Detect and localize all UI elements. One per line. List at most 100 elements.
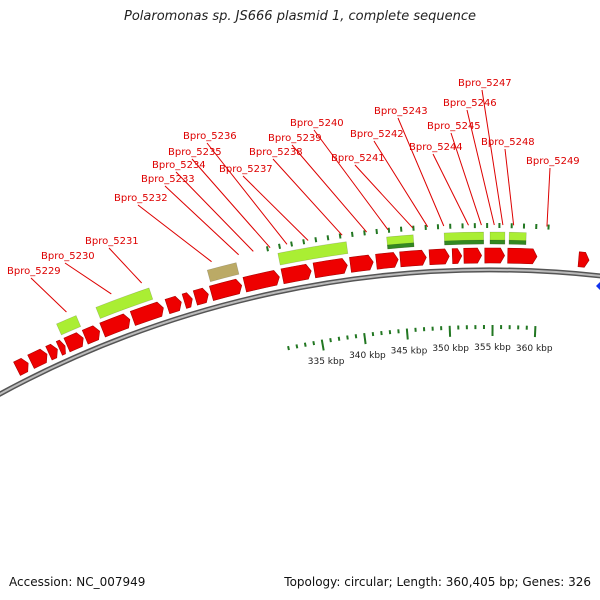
outer-tick xyxy=(302,239,306,245)
minor-tick xyxy=(312,340,316,346)
minor-tick xyxy=(337,336,341,341)
cds-arrow xyxy=(484,247,505,264)
minor-tick xyxy=(354,334,358,339)
scale-tick-labels: 335 kbp 340 kbp 345 kbp 350 kbp 355 kbp 360 k… xyxy=(308,343,553,367)
leader-line xyxy=(504,148,515,226)
cds-arrow xyxy=(312,258,348,279)
minor-tick xyxy=(295,344,299,349)
gene-label: Bpro_5244 xyxy=(409,142,463,153)
tick-label: 350 kbp xyxy=(432,344,469,354)
origin-diamond xyxy=(596,282,600,290)
major-tick xyxy=(533,326,537,338)
outer-tick xyxy=(375,228,378,235)
leader-line xyxy=(164,185,239,256)
sequence-summary: Topology: circular; Length: 360,405 bp; … xyxy=(284,575,591,589)
leader-line xyxy=(291,144,368,233)
gene-label: Bpro_5237 xyxy=(219,164,273,175)
tick-label: 335 kbp xyxy=(308,357,345,367)
gene-label: Bpro_5239 xyxy=(268,133,322,144)
gene-block xyxy=(277,241,349,266)
outer-tick xyxy=(326,235,330,241)
gene-label: Bpro_5234 xyxy=(152,160,206,171)
outer-tick xyxy=(338,233,342,239)
gene-label: Bpro_5241 xyxy=(331,153,385,164)
cds-arrow xyxy=(192,287,209,306)
outer-tick xyxy=(314,237,318,243)
gene-label: Bpro_5233 xyxy=(141,174,195,185)
gene-label: Bpro_5245 xyxy=(427,121,481,132)
cds-arrow xyxy=(99,313,131,338)
gene-label: Bpro_5236 xyxy=(183,131,237,142)
gene-label: Bpro_5238 xyxy=(249,147,303,158)
gene-labels: Bpro_5229 Bpro_5230 Bpro_5231 Bpro_5232 Bpro… xyxy=(7,78,580,313)
outer-tick xyxy=(278,243,281,249)
leader-line xyxy=(432,153,469,226)
tick-label: 360 kbp xyxy=(516,344,553,354)
leader-line xyxy=(64,262,112,295)
gene-block-shade xyxy=(508,239,527,245)
gene-label: Bpro_5232 xyxy=(114,193,168,204)
cds-arrow xyxy=(349,254,374,273)
leader-line xyxy=(481,89,504,226)
gene-label: Bpro_5240 xyxy=(290,118,344,129)
outer-tick xyxy=(363,230,366,236)
cds-arrow xyxy=(451,248,463,264)
accession-text: Accession: NC_007949 xyxy=(9,575,146,589)
cds-arrow xyxy=(63,332,84,353)
major-tick xyxy=(405,328,409,340)
leader-line xyxy=(30,277,67,313)
leader-line xyxy=(272,158,343,236)
cds-arrow xyxy=(81,325,100,345)
minor-tick xyxy=(303,342,307,347)
gene-label: Bpro_5231 xyxy=(85,236,139,247)
cds-arrow xyxy=(399,249,427,268)
feature-track xyxy=(13,231,590,376)
gene-block-shade xyxy=(489,239,506,245)
cds-arrow xyxy=(164,295,182,315)
minor-tick xyxy=(329,338,332,343)
leader-line xyxy=(242,175,309,241)
gene-label: Bpro_5230 xyxy=(41,251,95,262)
leader-line xyxy=(397,117,445,227)
gene-block xyxy=(95,287,154,319)
cds-arrow xyxy=(129,301,164,326)
leader-line xyxy=(313,129,389,231)
tick-label: 340 kbp xyxy=(349,351,386,361)
cds-arrow xyxy=(45,343,58,361)
leader-line xyxy=(175,171,254,252)
leader-line xyxy=(546,167,551,227)
cds-arrow xyxy=(577,251,590,268)
gene-block-shade xyxy=(444,239,484,246)
minor-tick xyxy=(287,345,290,351)
backbone-highlight xyxy=(0,269,600,396)
cds-arrow xyxy=(27,348,48,369)
gene-block xyxy=(56,315,82,336)
gene-label: Bpro_5247 xyxy=(458,78,512,89)
outer-tick xyxy=(290,241,294,247)
major-tick xyxy=(320,339,325,351)
cds-arrow xyxy=(507,247,538,265)
gene-label: Bpro_5229 xyxy=(7,266,61,277)
misc-feature xyxy=(206,262,240,283)
gene-label: Bpro_5248 xyxy=(481,137,535,148)
map-title: Polaromonas sp. JS666 plasmid 1, complet… xyxy=(123,9,476,24)
cds-arrow xyxy=(428,248,450,266)
gene-label: Bpro_5249 xyxy=(526,156,580,167)
leader-line xyxy=(466,109,495,226)
backbone-arc xyxy=(0,267,600,397)
outer-tick xyxy=(350,231,354,237)
leader-line xyxy=(450,132,482,226)
major-tick xyxy=(363,333,367,345)
cds-arrow xyxy=(13,357,29,376)
cds-arrow xyxy=(242,270,280,293)
leader-line xyxy=(108,247,143,284)
tick-label: 355 kbp xyxy=(474,343,511,353)
leader-line xyxy=(373,140,429,228)
cds-arrow xyxy=(463,247,482,264)
leader-line xyxy=(191,158,271,249)
gene-block-shade xyxy=(387,242,415,250)
gene-label: Bpro_5246 xyxy=(443,98,497,109)
tick-label: 345 kbp xyxy=(391,346,428,356)
scale-ticks xyxy=(265,223,550,351)
